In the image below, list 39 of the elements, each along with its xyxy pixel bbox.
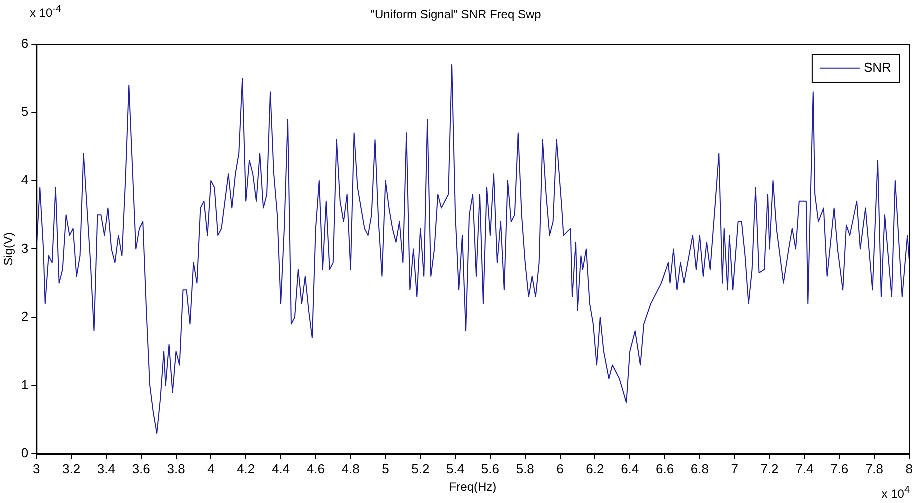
x-tick-label: 6 [556, 461, 564, 476]
y-tick-label: 0 [21, 446, 29, 461]
legend-label: SNR [864, 60, 892, 75]
y-tick-label: 4 [21, 172, 29, 188]
x-tick-label: 8 [906, 461, 913, 476]
chart-title: "Uniform Signal" SNR Freq Swp [370, 8, 542, 22]
x-tick-label: 5.2 [412, 461, 430, 476]
x-tick-label: 3.6 [132, 461, 150, 476]
x-tick-label: 7.4 [796, 461, 814, 476]
text: x 10$^{-4}$ [30, 4, 62, 20]
x-tick-label: 5.6 [481, 461, 500, 476]
x-tick-label: 4 [208, 461, 215, 476]
x-tick-label: 3.2 [62, 461, 81, 476]
x-tick-label: 7.6 [830, 461, 849, 476]
x-tick-label: 6.4 [621, 461, 640, 476]
x-tick-label: 5.4 [446, 461, 465, 476]
x-tick-label: 5 [382, 461, 390, 476]
y-tick-label: 1 [21, 377, 29, 392]
x-tick-label: 4.6 [306, 461, 325, 476]
x-tick-label: 7.8 [865, 461, 884, 476]
x-tick-label: 6.8 [690, 461, 709, 476]
x-tick-label: 3.4 [97, 461, 116, 476]
text: x 10$^{4}$ [882, 485, 910, 501]
x-tick-label: 4.4 [272, 461, 290, 476]
y-tick-label: 2 [21, 309, 29, 324]
x-tick-label: 3 [33, 461, 40, 476]
x-tick-label: 3.8 [167, 461, 186, 476]
x-tick-label: 7.2 [760, 461, 779, 476]
x-tick-label: 7 [731, 461, 738, 476]
x-tick-label: 5.8 [516, 461, 534, 476]
y-tick-label: 3 [21, 240, 29, 256]
y-tick-label: 5 [21, 104, 29, 120]
x-tick-label: 4.2 [237, 461, 256, 476]
y-tick-label: 6 [21, 36, 29, 51]
x-tick-label: 4.8 [342, 461, 360, 476]
x-tick-label: 6.6 [656, 461, 674, 476]
y-axis-title: Sig(V) [2, 232, 16, 266]
x-tick-label: 6.2 [586, 461, 604, 476]
x-axis-title: Freq(Hz) [449, 480, 497, 494]
